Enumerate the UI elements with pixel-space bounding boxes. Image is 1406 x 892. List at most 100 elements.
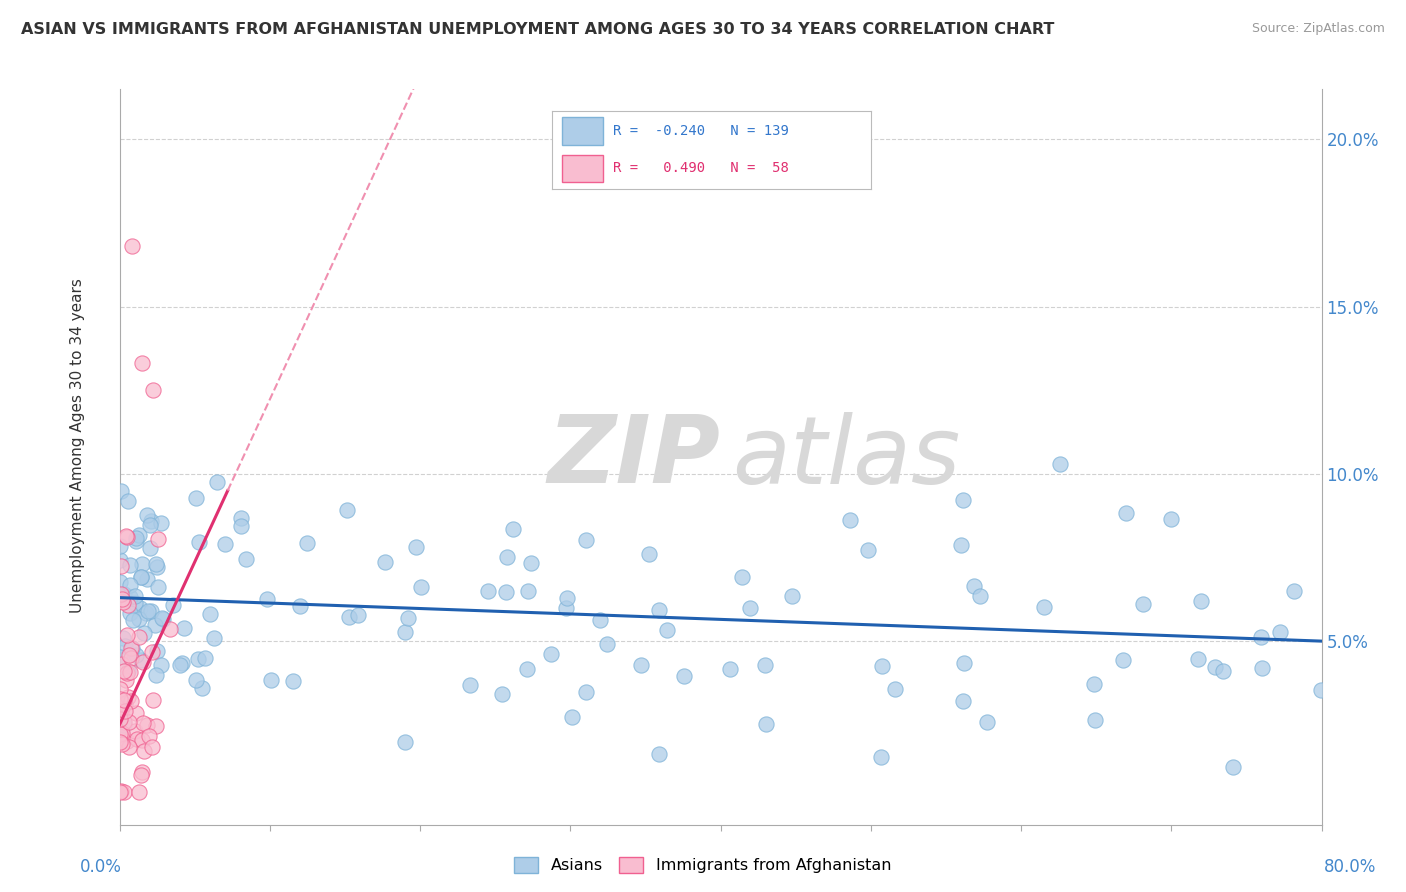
Point [129, 570, 152, 584]
Point [124, 589, 146, 603]
Point [1083, 713, 1105, 727]
Point [288, 599, 311, 613]
Point [120, 651, 142, 665]
Point [555, 600, 578, 615]
Point [718, 662, 741, 676]
Point [112, 587, 135, 601]
Point [516, 662, 538, 676]
Point [110, 784, 132, 798]
Point [108, 682, 131, 697]
Point [114, 704, 136, 718]
Point [149, 658, 172, 673]
Text: 80.0%: 80.0% [1323, 858, 1376, 876]
Point [112, 715, 135, 730]
Point [124, 597, 146, 611]
Point [295, 536, 318, 550]
Point [141, 740, 163, 755]
Point [405, 540, 427, 554]
Point [139, 518, 162, 533]
Point [214, 537, 236, 551]
Point [112, 785, 135, 799]
Point [184, 673, 207, 687]
Point [145, 557, 167, 571]
Point [131, 557, 153, 571]
Point [152, 611, 174, 625]
Point [1250, 661, 1272, 675]
Point [146, 580, 169, 594]
Point [754, 658, 776, 673]
Point [120, 693, 142, 707]
Point [110, 559, 132, 574]
Point [1204, 660, 1226, 674]
Point [780, 589, 803, 603]
Point [145, 560, 167, 574]
Point [125, 533, 148, 548]
Point [145, 643, 167, 657]
Text: Source: ZipAtlas.com: Source: ZipAtlas.com [1251, 22, 1385, 36]
Point [148, 532, 170, 546]
Point [648, 603, 671, 617]
Point [260, 673, 283, 687]
Point [1111, 653, 1133, 667]
Point [117, 664, 139, 678]
Point [131, 732, 153, 747]
Point [838, 512, 860, 526]
Point [111, 591, 134, 606]
Point [118, 578, 141, 592]
Point [111, 657, 134, 671]
Point [170, 656, 193, 670]
Point [117, 715, 139, 730]
Point [1250, 630, 1272, 644]
Point [142, 383, 165, 397]
Point [108, 726, 131, 740]
Text: Unemployment Among Ages 30 to 34 years: Unemployment Among Ages 30 to 34 years [70, 278, 84, 614]
Point [124, 724, 146, 739]
Point [953, 656, 976, 670]
Legend: Asians, Immigrants from Afghanistan: Asians, Immigrants from Afghanistan [508, 850, 898, 880]
Point [647, 747, 669, 762]
Point [200, 607, 222, 621]
Point [229, 511, 252, 525]
Point [460, 678, 482, 692]
Point [139, 541, 162, 556]
Point [169, 658, 191, 673]
Point [281, 674, 304, 689]
Point [347, 608, 370, 623]
Point [145, 668, 167, 682]
Point [477, 584, 499, 599]
Point [125, 531, 148, 545]
Point [638, 547, 661, 561]
Point [869, 750, 891, 764]
Text: 0.0%: 0.0% [80, 858, 122, 876]
Point [152, 612, 174, 626]
Point [120, 558, 142, 573]
Point [128, 630, 150, 644]
Point [111, 737, 134, 751]
Point [1115, 506, 1137, 520]
Point [115, 628, 138, 642]
Point [520, 557, 543, 571]
Point [188, 535, 211, 549]
Point [963, 579, 986, 593]
Point [207, 475, 229, 489]
Point [256, 591, 278, 606]
Point [117, 493, 139, 508]
Point [118, 648, 141, 662]
Point [129, 601, 152, 615]
Point [129, 570, 152, 584]
Point [231, 518, 253, 533]
Point [337, 610, 360, 624]
Point [138, 604, 160, 618]
Point [162, 598, 184, 612]
Text: atlas: atlas [733, 411, 960, 503]
Text: ASIAN VS IMMIGRANTS FROM AFGHANISTAN UNEMPLOYMENT AMONG AGES 30 TO 34 YEARS CORR: ASIAN VS IMMIGRANTS FROM AFGHANISTAN UNE… [21, 22, 1054, 37]
Point [135, 508, 157, 522]
Point [1032, 600, 1054, 615]
Point [132, 626, 155, 640]
Point [112, 664, 135, 678]
Point [976, 715, 998, 730]
Point [950, 538, 973, 552]
Point [108, 713, 131, 727]
Point [117, 690, 139, 705]
Point [173, 621, 195, 635]
